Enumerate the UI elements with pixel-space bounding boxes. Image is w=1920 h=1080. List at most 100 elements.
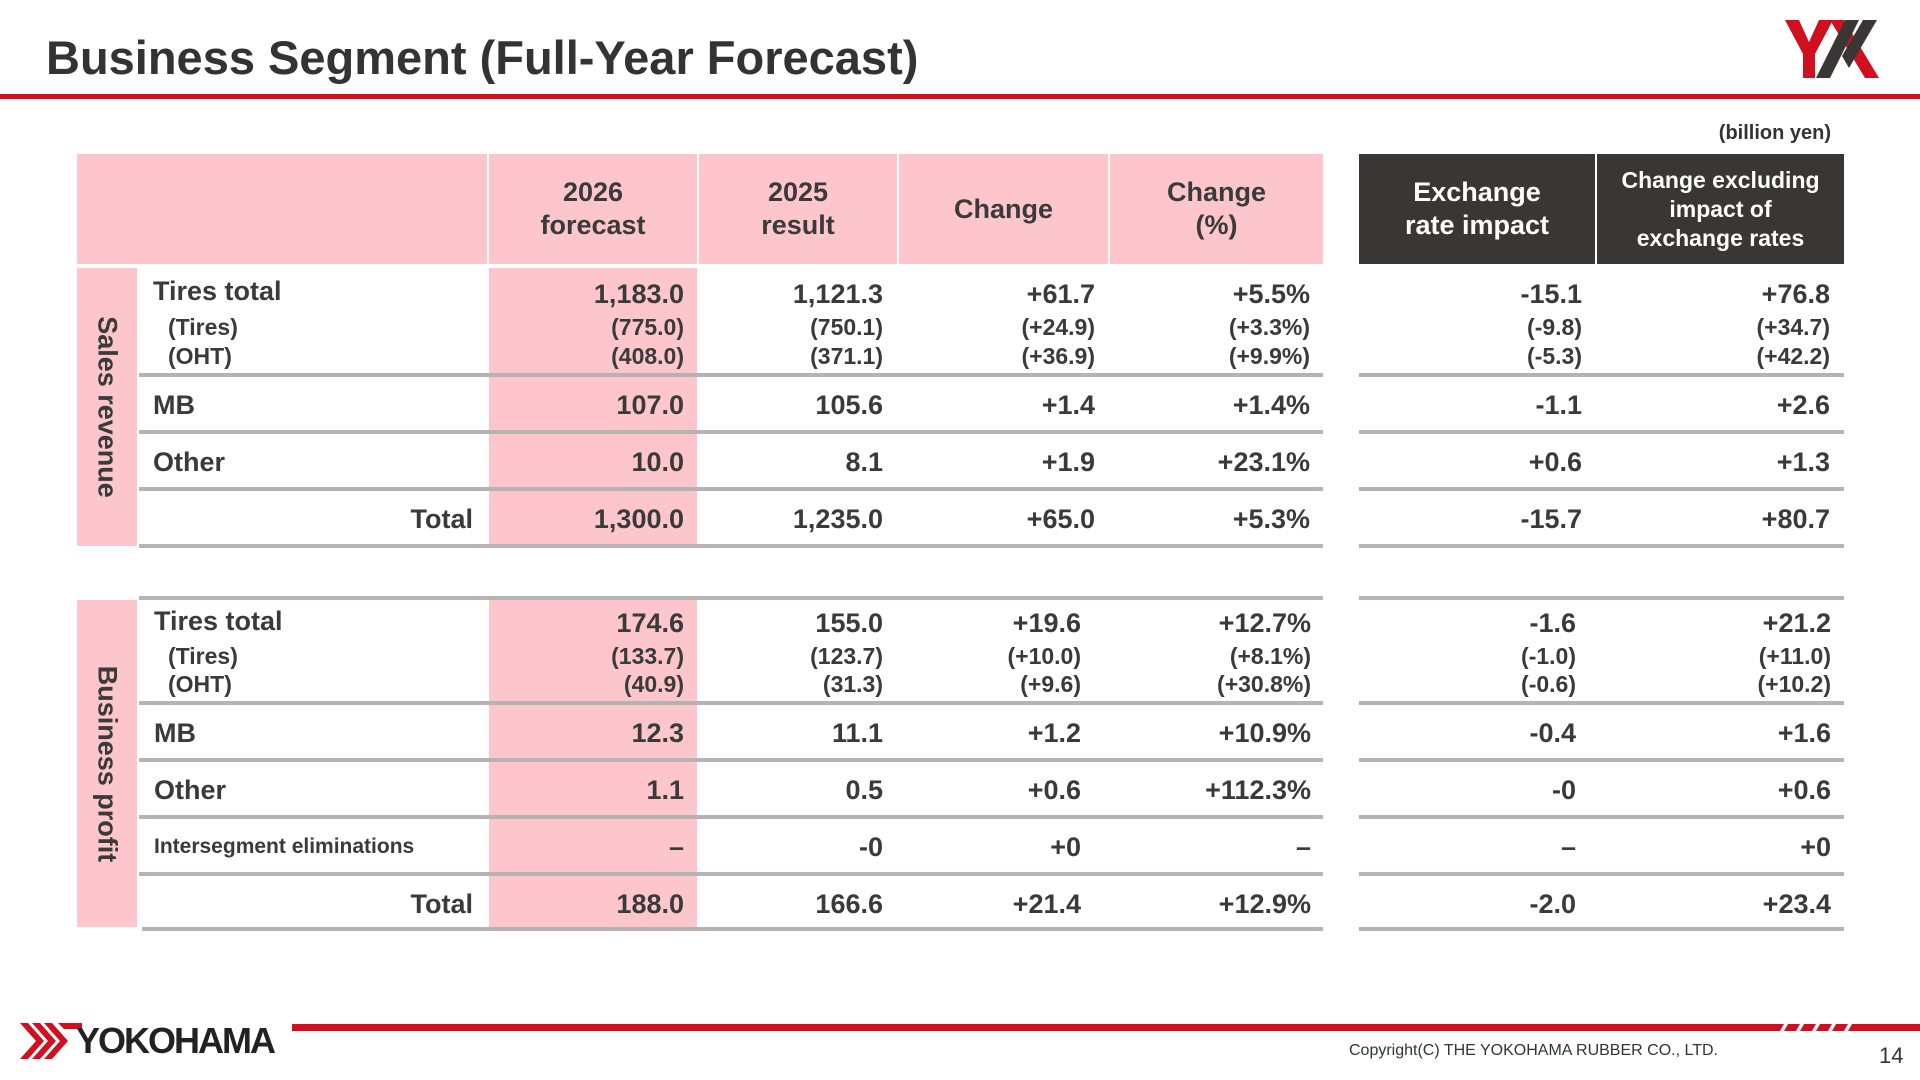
row-divider (139, 872, 1323, 876)
cell-change: +0.6 (1027, 775, 1081, 805)
cell-forecast: 10.0 (631, 447, 684, 477)
cell-change-pct: +23.1% (1217, 447, 1310, 477)
row-label: Intersegment eliminations (154, 835, 415, 858)
cell-forecast: 1,183.0 (593, 279, 684, 309)
cell-ex-fx: +1.3 (1776, 447, 1830, 477)
cell-change-pct-sub: (+30.8%) (1217, 671, 1311, 697)
cell-result: 11.1 (831, 718, 883, 748)
row-divider (139, 758, 1323, 762)
cell-change-pct: +12.9% (1218, 889, 1311, 919)
cell-forecast-sub: (408.0) (611, 343, 684, 369)
row-divider (139, 544, 1323, 548)
cell-result: 8.1 (845, 447, 883, 477)
copyright-text: Copyright(C) THE YOKOHAMA RUBBER CO., LT… (1349, 1042, 1718, 1059)
cell-change-pct: +5.5% (1232, 279, 1310, 309)
cell-fx-impact-sub: (-9.8) (1527, 314, 1582, 340)
cell-result: 155.0 (815, 608, 883, 638)
cell-fx-impact: -15.7 (1520, 504, 1582, 534)
forecast-column-highlight (489, 268, 697, 546)
cell-fx-impact: -1.6 (1529, 608, 1576, 638)
cell-ex-fx-sub: (+11.0) (1758, 643, 1831, 669)
header-2025-result: 2025 result (699, 154, 897, 264)
row-divider (1359, 815, 1844, 819)
cell-fx-impact: +0.6 (1528, 447, 1582, 477)
footer-divider (292, 1024, 1920, 1031)
cell-change: +65.0 (1026, 504, 1095, 534)
row-sublabel: (Tires) (168, 643, 238, 669)
yx-logo: YX (1785, 20, 1879, 78)
cell-ex-fx: +1.6 (1777, 718, 1831, 748)
cell-change: +1.4 (1041, 390, 1095, 420)
page-number: 14 (1879, 1043, 1904, 1068)
cell-result: 0.5 (845, 775, 883, 805)
header-fx-impact: Exchange rate impact (1359, 154, 1595, 264)
cell-forecast: 12.3 (631, 718, 684, 748)
row-label: Tires total (154, 606, 283, 636)
cell-forecast: – (668, 832, 684, 862)
title-divider (0, 94, 1920, 99)
cell-result: 105.6 (815, 390, 883, 420)
row-label-total: Total (410, 889, 474, 919)
row-divider (1359, 758, 1844, 762)
row-label: MB (154, 718, 196, 748)
cell-forecast: 107.0 (616, 390, 684, 420)
cell-change-pct: – (1295, 832, 1311, 862)
cell-result: 1,235.0 (792, 504, 883, 534)
header-change-pct: Change (%) (1110, 154, 1323, 264)
section-label-business-profit: Business profit (77, 600, 137, 927)
row-divider (139, 373, 1323, 377)
cell-change-pct-sub: (+8.1%) (1229, 643, 1311, 669)
header-change: Change (899, 154, 1108, 264)
cell-change: +1.9 (1041, 447, 1095, 477)
cell-forecast: 1,300.0 (593, 504, 684, 534)
cell-ex-fx-sub: (+34.7) (1756, 314, 1830, 340)
cell-result: 1,121.3 (792, 279, 883, 309)
cell-change-pct-sub: (+3.3%) (1228, 314, 1310, 340)
cell-change-sub: (+24.9) (1021, 314, 1095, 340)
cell-ex-fx-sub: (+42.2) (1756, 343, 1830, 369)
cell-change-sub: (+9.6) (1020, 671, 1081, 697)
yokohama-logo: YOKOHAMA (20, 1020, 276, 1062)
cell-change-sub: (+36.9) (1021, 343, 1095, 369)
row-divider (139, 815, 1323, 819)
row-label: MB (153, 390, 195, 420)
cell-ex-fx-sub: (+10.2) (1757, 671, 1831, 697)
cell-forecast-sub: (133.7) (611, 643, 684, 669)
row-divider (139, 487, 1323, 491)
row-divider (1359, 430, 1844, 434)
cell-fx-impact-sub: (-5.3) (1527, 343, 1582, 369)
footer-stripe-decoration (1780, 1024, 1852, 1031)
cell-change-pct-sub: (+9.9%) (1228, 343, 1310, 369)
cell-forecast-sub: (40.9) (623, 671, 684, 697)
row-divider (1359, 373, 1844, 377)
row-label: Other (154, 775, 227, 805)
brand-name: YOKOHAMA (76, 1020, 276, 1061)
cell-change: +21.4 (1012, 889, 1081, 919)
cell-ex-fx: +0 (1800, 832, 1831, 862)
cell-ex-fx: +2.6 (1776, 390, 1830, 420)
section-label-sales-revenue: Sales revenue (77, 268, 137, 546)
cell-change: +19.6 (1012, 608, 1081, 638)
unit-label: (billion yen) (1718, 122, 1831, 144)
row-divider (1359, 872, 1844, 876)
row-divider (142, 927, 1323, 931)
cell-forecast: 174.6 (616, 608, 684, 638)
cell-result-sub: (371.1) (810, 343, 883, 369)
cell-change-sub: (+10.0) (1007, 643, 1081, 669)
row-divider (1359, 701, 1844, 705)
cell-result: -0 (858, 832, 883, 862)
cell-result-sub: (31.3) (822, 671, 883, 697)
cell-fx-impact: -0 (1551, 775, 1576, 805)
row-divider (1359, 487, 1844, 491)
cell-change-pct: +10.9% (1218, 718, 1311, 748)
cell-change: +1.2 (1027, 718, 1081, 748)
cell-fx-impact-sub: (-0.6) (1521, 671, 1576, 697)
cell-change-pct: +112.3% (1205, 775, 1311, 805)
cell-forecast-sub: (775.0) (611, 314, 684, 340)
row-divider (1359, 927, 1844, 931)
cell-change: +0 (1050, 832, 1081, 862)
cell-change-pct: +1.4% (1232, 390, 1310, 420)
row-divider (139, 596, 1323, 600)
cell-fx-impact-sub: (-1.0) (1521, 643, 1576, 669)
header-2026-forecast: 2026 forecast (489, 154, 697, 264)
